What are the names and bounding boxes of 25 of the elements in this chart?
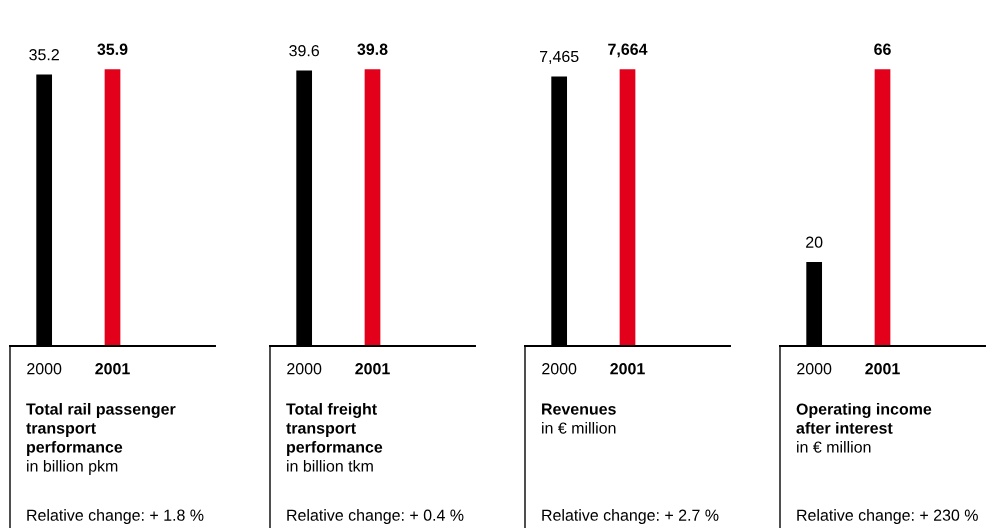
x-tick-label: 2001 (95, 363, 130, 375)
text: Relative change: + 230 % (797, 509, 978, 524)
text: in € million (797, 441, 871, 453)
text: in billion tkm (287, 460, 373, 472)
text: in billion pkm (27, 460, 118, 475)
data-label: 39.6 (289, 45, 320, 57)
data-label: 39.8 (357, 43, 388, 55)
text: Revenues (542, 403, 616, 415)
x-tick-label: 2001 (610, 363, 645, 375)
text: Relative change: + 2.7 % (542, 509, 719, 524)
data-label: 35.2 (29, 49, 59, 61)
data-label: 66 (874, 43, 891, 55)
x-tick-label: 2000 (542, 363, 577, 375)
text: Relative change: + 1.8 % (27, 509, 204, 524)
x-tick-label: 2001 (865, 363, 900, 375)
data-label: 20 (806, 236, 823, 248)
x-tick-label: 2001 (355, 363, 390, 375)
text: Relative change: + 0.4 % (287, 509, 464, 524)
text: in € million (542, 422, 616, 434)
x-tick-label: 2000 (27, 363, 62, 375)
data-label: 35.9 (97, 43, 128, 55)
x-tick-label: 2000 (797, 363, 832, 375)
data-label: 7,664 (608, 43, 648, 58)
x-tick-label: 2000 (287, 363, 322, 375)
data-label: 7,465 (540, 50, 579, 65)
